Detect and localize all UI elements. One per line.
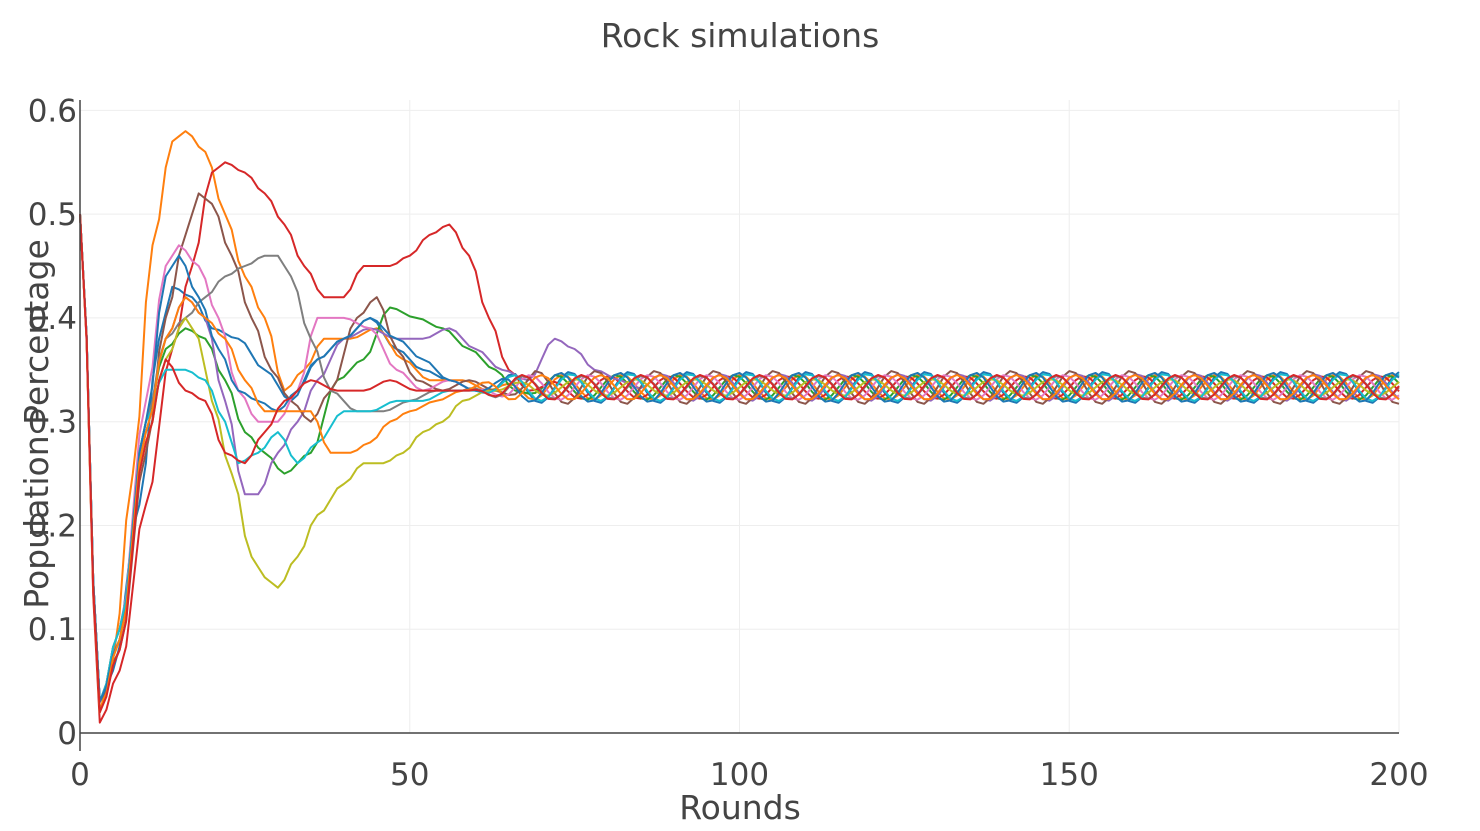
- x-tick-label: 100: [710, 757, 769, 793]
- x-tick-label: 0: [70, 757, 90, 793]
- y-tick-label: 0.2: [28, 508, 77, 544]
- series-line-4: [79, 161, 1400, 724]
- grid-lines: [80, 100, 1400, 733]
- x-tick-label: 50: [390, 757, 429, 793]
- y-axis-title: Population Percentage: [17, 239, 56, 609]
- series-line-6: [79, 192, 1400, 703]
- series-line-13: [79, 214, 1400, 714]
- series-line-9: [79, 214, 1400, 714]
- y-tick-label: 0.4: [28, 301, 77, 337]
- x-tick-label: 150: [1040, 757, 1099, 793]
- axes: [79, 100, 1399, 751]
- x-tick-label: 200: [1369, 757, 1428, 793]
- x-axis-title: Rounds: [679, 788, 801, 827]
- tick-labels: 0 50 100 150 200 0 0.1 0.2 0.3 0.4 0.5 0.6: [28, 93, 1429, 793]
- y-tick-label: 0.5: [28, 197, 77, 233]
- series-layer: [79, 130, 1400, 724]
- y-tick-label: 0.6: [28, 93, 77, 129]
- y-tick-label: 0.3: [28, 405, 77, 441]
- y-tick-label: 0: [57, 716, 77, 752]
- series-line-5: [79, 214, 1400, 703]
- y-tick-label: 0.1: [28, 612, 77, 648]
- chart-title: Rock simulations: [600, 16, 880, 55]
